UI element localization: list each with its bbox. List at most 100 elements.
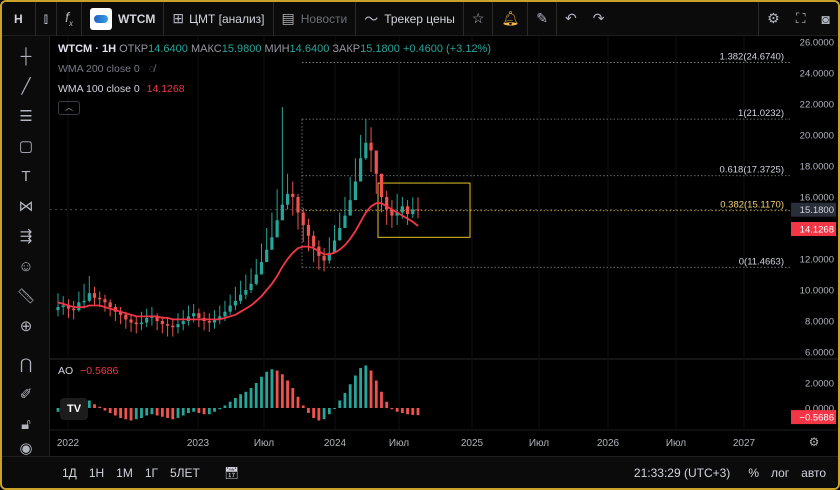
symbol-search-button[interactable]: WTCM	[81, 2, 163, 36]
ao-bar-24	[181, 408, 185, 416]
price-chart[interactable]: 1.382(24.6740) 1(21.0232) 0.618(17.3725) 0.…	[2, 2, 838, 456]
range-1m[interactable]: 1М	[116, 465, 133, 480]
ao-bar-56	[348, 384, 352, 408]
drawing-button[interactable]: ✎	[527, 2, 556, 36]
ao-bar-19	[155, 408, 159, 416]
candle-body-27	[197, 313, 201, 318]
candle-body-15	[134, 322, 138, 325]
candle-body-26	[192, 313, 196, 317]
menu-button[interactable]: H	[14, 11, 23, 26]
text-tool[interactable]: T	[15, 166, 37, 188]
magnet-tool[interactable]: ⋂	[15, 354, 37, 376]
candle-body-23	[176, 324, 180, 328]
pattern-icon: ⋈	[18, 198, 34, 215]
ao-bar-37	[249, 388, 253, 408]
ao-bar-45	[291, 388, 295, 408]
time-tick-2: Июл	[254, 438, 274, 449]
ao-bar-14	[129, 408, 133, 421]
fullscreen-button[interactable]: ⛶	[788, 2, 814, 36]
candle-body-56	[348, 200, 352, 216]
chart-type-button[interactable]: ⫾	[34, 2, 56, 36]
candle-body-13	[124, 314, 128, 320]
percent-toggle[interactable]: %	[748, 465, 759, 480]
ao-bar-52	[327, 408, 331, 415]
candle-body-32	[223, 311, 227, 317]
undo-button[interactable]: ↶	[556, 2, 585, 36]
prediction-tool[interactable]: ⇶	[15, 226, 37, 248]
price-tracker-button[interactable]: 〜 Трекер цены	[355, 2, 463, 36]
ao-bar-10	[108, 408, 112, 413]
news-button[interactable]: ▤ Новости	[272, 2, 356, 36]
top-toolbar: H ⫾ fx WTCM ⊞ ЦМТ [анализ] ▤ Новости 〜 Т…	[2, 2, 838, 36]
fib-tool[interactable]: ☰	[15, 106, 37, 128]
ao-current-badge	[791, 410, 836, 425]
ao-bar-63	[385, 401, 389, 408]
candle-body-46	[296, 197, 300, 213]
log-toggle[interactable]: лог	[770, 465, 790, 480]
watchlist-button[interactable]: ☆	[462, 2, 493, 36]
date-range-button[interactable]: 📅︎	[218, 466, 245, 480]
range-5y[interactable]: 5ЛЕТ	[170, 465, 200, 480]
pattern-tool[interactable]: ⋈	[15, 196, 37, 218]
candle-body-8	[98, 297, 102, 300]
compare-button[interactable]: ⊞ ЦМТ [анализ]	[163, 2, 272, 36]
auto-toggle[interactable]: авто	[801, 465, 826, 480]
wma100-line	[57, 202, 419, 321]
ao-bar-12	[119, 408, 123, 418]
ao-bar-23	[176, 408, 180, 418]
candle-body-34	[233, 300, 237, 306]
time-tick-6: Июл	[529, 438, 549, 449]
zoom-tool[interactable]: ⊕	[15, 316, 37, 338]
ao-bar-39	[260, 376, 263, 408]
redo-button[interactable]: ↷	[585, 2, 613, 36]
screenshot-button[interactable]: ◙	[814, 2, 838, 36]
candle-body-19	[155, 316, 159, 321]
ao-bar-6	[87, 400, 91, 408]
candle-body-41	[270, 237, 274, 250]
ao-bar-40	[265, 371, 269, 408]
ao-bar-17	[145, 408, 149, 416]
candle-body-1	[61, 305, 65, 308]
crosshair-tool[interactable]: ┼	[15, 46, 37, 68]
wma200-legend[interactable]: WMA 200 close 0 ◌̸	[58, 63, 155, 75]
shape-tool[interactable]: ▢	[15, 136, 37, 158]
range-1w[interactable]: 1Н	[88, 465, 105, 480]
candle-body-54	[338, 228, 342, 241]
lock-tool[interactable]: 🔓︎	[15, 414, 37, 436]
ruler-icon: 📏︎	[16, 288, 36, 305]
time-tick-7: 2026	[597, 438, 620, 449]
candle-body-67	[405, 206, 410, 215]
stay-drawing-tool[interactable]: ✐	[15, 384, 37, 406]
collapse-legend-button[interactable]: ︿	[58, 101, 80, 115]
candle-body-42	[275, 220, 279, 238]
ao-legend[interactable]: AO −0.5686	[58, 365, 118, 377]
ao-bar-30	[213, 408, 216, 412]
clock[interactable]: 21:33:29 (UTC+3)	[633, 465, 731, 480]
ruler-tool[interactable]: 📏︎	[15, 286, 37, 308]
ao-bar-13	[124, 408, 128, 420]
price-tick-0: 26.0000	[800, 38, 834, 49]
tradingview-logo[interactable]: TV	[60, 398, 88, 420]
trend-icon: 〜	[364, 10, 379, 27]
hidden-eye-icon[interactable]: ◌̸	[148, 63, 155, 75]
candle-body-49	[312, 235, 316, 247]
range-1d[interactable]: 1Д	[62, 465, 77, 480]
emoji-tool[interactable]: ☺	[15, 256, 37, 278]
news-label: Новости	[300, 11, 348, 26]
alert-button[interactable]: 🔔︎	[492, 2, 527, 36]
candle-body-17	[145, 317, 149, 323]
wma100-legend[interactable]: WMA 100 close 0 14.1268	[58, 83, 185, 95]
camera-icon: ◙	[821, 10, 830, 27]
ao-bar-43	[280, 374, 284, 408]
ao-bar-26	[192, 408, 196, 412]
low-label: МИН	[264, 43, 290, 55]
settings-button[interactable]: ⚙	[758, 2, 788, 36]
ao-bar-35	[239, 394, 243, 408]
trendline-tool[interactable]: ╱	[15, 76, 37, 98]
visibility-tool[interactable]: ◉	[15, 438, 37, 460]
indicators-button[interactable]: fx	[56, 2, 81, 36]
last-price-label: 15.1800	[800, 205, 834, 216]
ao-bar-44	[286, 380, 289, 408]
wma100-value: 14.1268	[146, 83, 185, 95]
range-1y[interactable]: 1Г	[144, 465, 158, 480]
